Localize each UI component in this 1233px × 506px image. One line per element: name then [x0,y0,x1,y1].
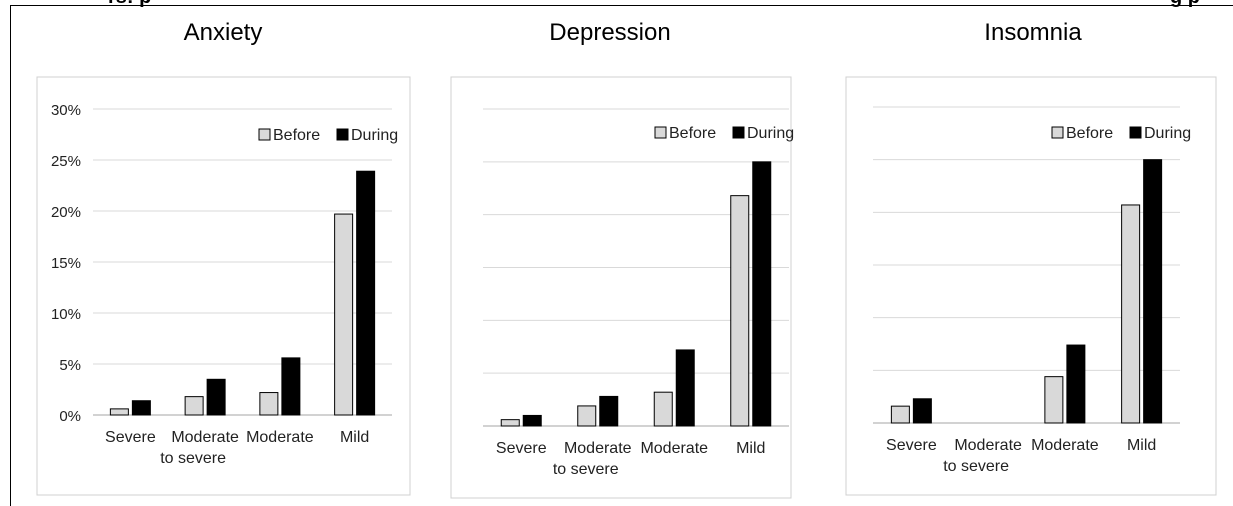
bar-during-moderate [1066,344,1086,424]
legend-label-before: Before [669,125,716,142]
bar-during-mild [752,161,772,427]
legend-label-during: During [1144,125,1191,142]
chart-title-insomnia: Insomnia [984,19,1082,46]
bar-during-severe [131,400,151,416]
bar-during-mild [1143,159,1163,424]
bar-before-mild [1121,204,1141,424]
x-tick-label: Moderate to severe [553,440,632,478]
figure-left-border [10,5,11,506]
x-tick-label: Moderate to severe [943,437,1022,475]
y-tick-label: 15% [51,255,81,272]
bar-during-severe [522,414,542,427]
bar-before-mild [334,213,354,416]
y-tick-label: 25% [51,153,81,170]
bar-before-severe [109,408,129,416]
x-tick-label: Severe [105,429,156,446]
legend-label-during: During [747,125,794,142]
bar-during-moderate [675,349,695,427]
legend-swatch-before [654,126,667,139]
x-tick-label: Moderate to severe [160,429,239,467]
bar-during-moderate-to-severe [206,378,226,416]
legend-label-before: Before [1066,125,1113,142]
bar-during-moderate-to-severe [599,395,619,427]
bar-before-moderate-to-severe [577,405,597,427]
legend-swatch-during [1129,126,1142,139]
figure-title-fragment-left: rs: p [108,0,151,9]
figure-title-fragment-right: g p [1170,0,1200,9]
chart-anxiety: 0% 5% 10% 15% 20% 25% 30% Severe Moderate to seve… [36,76,411,496]
chart-title-anxiety: Anxiety [183,19,263,46]
x-tick-label: Mild [736,440,765,457]
bar-before-moderate [653,391,673,427]
bar-before-severe [890,405,910,424]
chart-depression: Severe Moderate to severe Moderate Mild Befor… [450,76,794,499]
legend-swatch-during [732,126,745,139]
x-tick-label: Moderate [640,440,708,457]
bar-during-moderate [281,357,301,416]
bar-before-mild [730,195,750,427]
x-tick-label: Severe [496,440,547,457]
bar-before-severe [500,419,520,427]
y-tick-label: 10% [51,306,81,323]
chart-title-depression: Depression [549,19,671,46]
legend-label-during: During [351,127,398,144]
bar-during-mild [356,170,376,416]
legend-label-before: Before [273,127,320,144]
legend-swatch-before [1051,126,1064,139]
x-tick-label: Moderate [246,429,314,446]
legend-swatch-before [258,128,271,141]
x-tick-label: Mild [1127,437,1156,454]
chart-frame [36,76,411,496]
y-tick-label: 20% [51,204,81,221]
legend-swatch-during [336,128,349,141]
x-tick-label: Severe [886,437,937,454]
chart-frame [845,76,1217,496]
y-tick-label: 30% [51,102,81,119]
x-tick-label: Moderate [1031,437,1099,454]
chart-insomnia: Severe Moderate to severe Moderate Mild Befor… [845,76,1217,496]
figure-top-border [10,5,1233,6]
y-tick-label: 0% [59,408,81,425]
bar-before-moderate [259,392,279,416]
bar-before-moderate [1044,376,1064,424]
y-tick-label: 5% [59,357,81,374]
x-tick-label: Mild [340,429,369,446]
chart-frame [450,76,792,499]
bar-before-moderate-to-severe [184,396,204,416]
bar-during-severe [912,398,932,424]
